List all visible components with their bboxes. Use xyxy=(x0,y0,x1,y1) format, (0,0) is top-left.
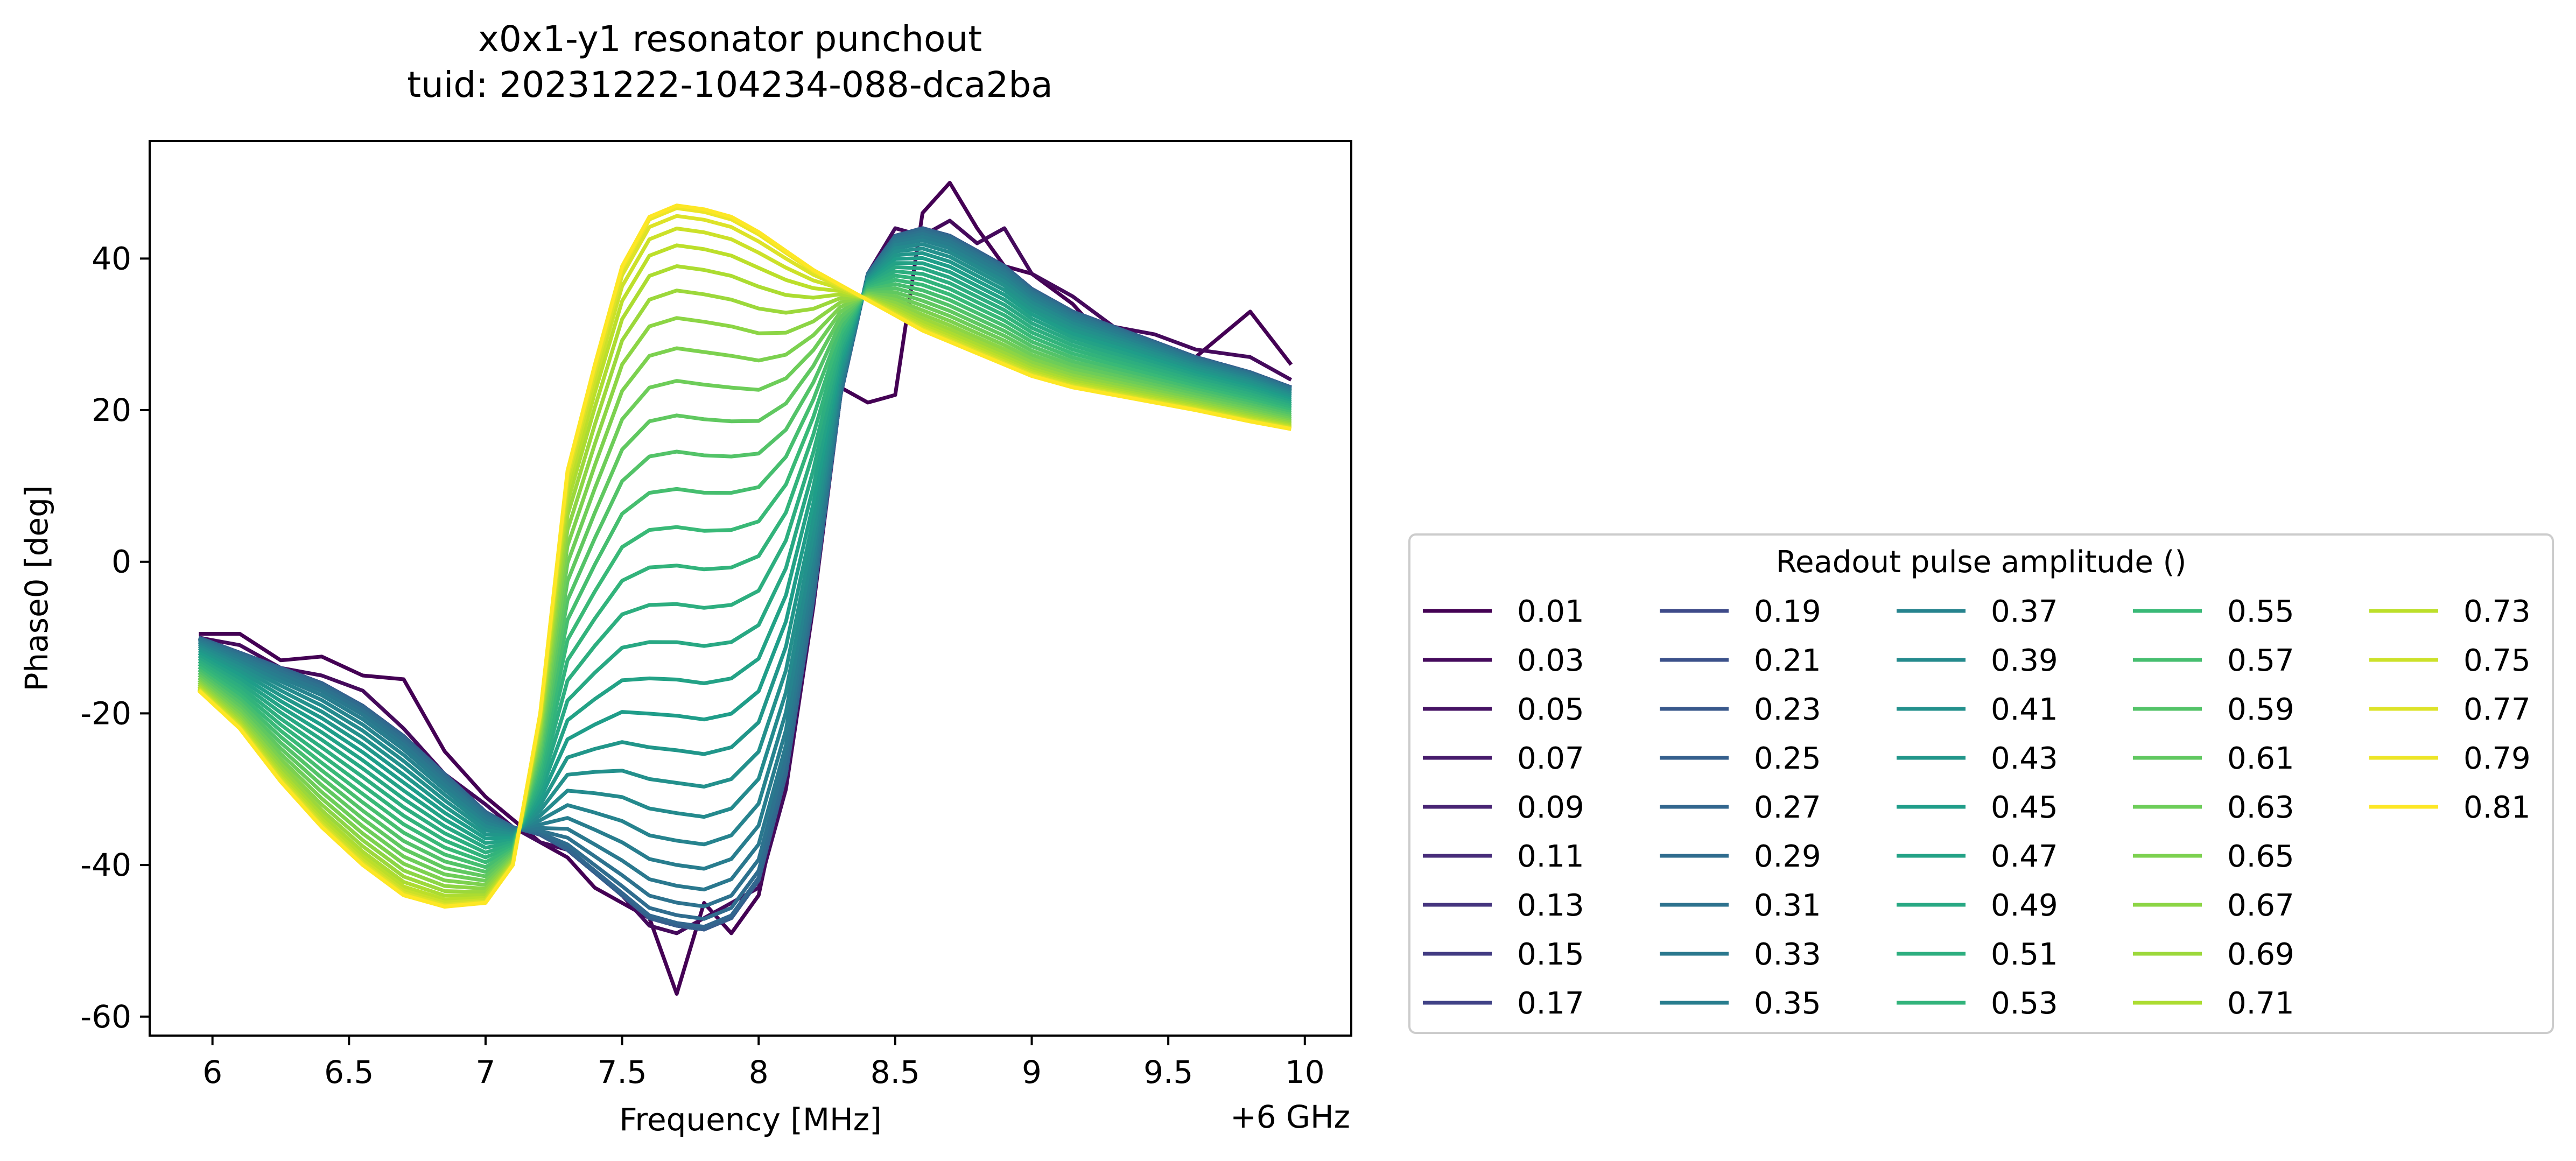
x-tick-label: 10 xyxy=(1285,1054,1325,1090)
series-line-0.37 xyxy=(198,238,1292,847)
x-tick-label: 7.5 xyxy=(597,1054,647,1090)
x-axis-label: Frequency [MHz] xyxy=(619,1101,881,1138)
series-line-0.59 xyxy=(198,286,1292,874)
legend-label-0.15: 0.15 xyxy=(1517,937,1584,972)
legend-label-0.71: 0.71 xyxy=(2227,986,2294,1021)
legend-label-0.49: 0.49 xyxy=(1991,888,2058,923)
legend-label-0.59: 0.59 xyxy=(2227,692,2294,727)
legend-label-0.41: 0.41 xyxy=(1991,692,2058,727)
legend-label-0.09: 0.09 xyxy=(1517,790,1584,825)
x-tick-label: 9.5 xyxy=(1143,1054,1193,1090)
legend-label-0.11: 0.11 xyxy=(1517,839,1584,874)
series-line-0.57 xyxy=(198,282,1292,869)
legend-label-0.13: 0.13 xyxy=(1517,888,1584,923)
legend-label-0.03: 0.03 xyxy=(1517,643,1584,678)
series-layer xyxy=(197,181,1293,996)
legend-label-0.55: 0.55 xyxy=(2227,594,2294,629)
y-tick-label: 40 xyxy=(92,240,131,277)
series-line-0.53 xyxy=(198,273,1292,860)
y-tick-label: 20 xyxy=(92,392,131,428)
legend-label-0.31: 0.31 xyxy=(1754,888,1821,923)
x-tick-label: 6 xyxy=(202,1054,222,1090)
legend-label-0.05: 0.05 xyxy=(1517,692,1584,727)
legend-label-0.53: 0.53 xyxy=(1991,986,2058,1021)
x-tick-label: 8.5 xyxy=(871,1054,920,1090)
legend-label-0.21: 0.21 xyxy=(1754,643,1821,678)
series-line-0.49 xyxy=(198,265,1292,850)
y-axis: -60 -40 -20 0 20 40 xyxy=(80,240,150,1035)
series-line-0.51 xyxy=(198,269,1292,855)
legend-label-0.67: 0.67 xyxy=(2227,888,2294,923)
y-tick-label: -20 xyxy=(80,695,131,731)
legend-label-0.27: 0.27 xyxy=(1754,790,1821,825)
plot-frame xyxy=(149,140,1352,1037)
series-line-0.71 xyxy=(197,264,1292,898)
legend-title: Readout pulse amplitude () xyxy=(1776,545,2187,580)
x-tick-label: 9 xyxy=(1022,1054,1042,1090)
series-line-0.67 xyxy=(198,294,1292,891)
series-line-0.65 xyxy=(198,293,1292,887)
series-line-0.81 xyxy=(197,203,1292,909)
legend-label-0.51: 0.51 xyxy=(1991,937,2058,972)
legend-label-0.57: 0.57 xyxy=(2227,643,2294,678)
legend: Readout pulse amplitude () 0.010.030.050… xyxy=(1408,533,2554,1034)
series-line-0.61 xyxy=(198,290,1292,878)
legend-label-0.79: 0.79 xyxy=(2463,741,2531,776)
chart-title: x0x1-y1 resonator punchout xyxy=(478,18,982,60)
legend-label-0.65: 0.65 xyxy=(2227,839,2294,874)
legend-label-0.69: 0.69 xyxy=(2227,937,2294,972)
legend-label-0.23: 0.23 xyxy=(1754,692,1821,727)
chart-subtitle: tuid: 20231222-104234-088-dca2ba xyxy=(407,64,1052,105)
series-line-0.45 xyxy=(198,256,1292,841)
series-line-0.41 xyxy=(198,247,1292,837)
legend-label-0.43: 0.43 xyxy=(1991,741,2058,776)
legend-label-0.61: 0.61 xyxy=(2227,741,2294,776)
series-line-0.69 xyxy=(198,289,1292,895)
legend-label-0.01: 0.01 xyxy=(1517,594,1584,629)
series-line-0.33 xyxy=(198,232,1292,892)
legend-label-0.35: 0.35 xyxy=(1754,986,1821,1021)
plot-area xyxy=(149,140,1352,1037)
legend-label-0.17: 0.17 xyxy=(1517,986,1584,1021)
series-line-0.43 xyxy=(198,251,1292,839)
legend-label-0.37: 0.37 xyxy=(1991,594,2058,629)
legend-label-0.39: 0.39 xyxy=(1991,643,2058,678)
series-line-0.47 xyxy=(198,261,1292,845)
legend-label-0.33: 0.33 xyxy=(1754,937,1821,972)
legend-items: 0.01 0.03 0.05 0.07 0.09 0.11 0.13 0.15 0.17 0.19… xyxy=(1423,594,2531,1021)
legend-label-0.07: 0.07 xyxy=(1517,741,1584,776)
series-line-0.39 xyxy=(198,242,1292,835)
series-line-0.01 xyxy=(199,181,1293,996)
series-line-0.63 xyxy=(198,292,1292,883)
legend-label-0.73: 0.73 xyxy=(2463,594,2531,629)
y-tick-label: -60 xyxy=(80,998,131,1035)
legend-label-0.81: 0.81 xyxy=(2463,790,2531,825)
x-tick-label: 7 xyxy=(475,1054,495,1090)
legend-label-0.45: 0.45 xyxy=(1991,790,2058,825)
x-tick-label: 8 xyxy=(749,1054,769,1090)
legend-label-0.29: 0.29 xyxy=(1754,839,1821,874)
legend-label-0.25: 0.25 xyxy=(1754,741,1821,776)
legend-label-0.47: 0.47 xyxy=(1991,839,2058,874)
series-line-0.55 xyxy=(198,278,1292,864)
legend-label-0.75: 0.75 xyxy=(2463,643,2531,678)
legend-label-0.19: 0.19 xyxy=(1754,594,1821,629)
y-tick-label: -40 xyxy=(80,847,131,883)
series-line-0.35 xyxy=(198,235,1292,871)
x-axis: 6 6.5 7 7.5 8 8.5 9 9.5 10 xyxy=(202,1036,1325,1090)
y-axis-label: Phase0 [deg] xyxy=(18,485,55,691)
x-axis-offset-label: +6 GHz xyxy=(1230,1099,1350,1135)
legend-label-0.63: 0.63 xyxy=(2227,790,2294,825)
legend-label-0.77: 0.77 xyxy=(2463,692,2531,727)
y-tick-label: 0 xyxy=(111,544,131,580)
x-tick-label: 6.5 xyxy=(324,1054,374,1090)
